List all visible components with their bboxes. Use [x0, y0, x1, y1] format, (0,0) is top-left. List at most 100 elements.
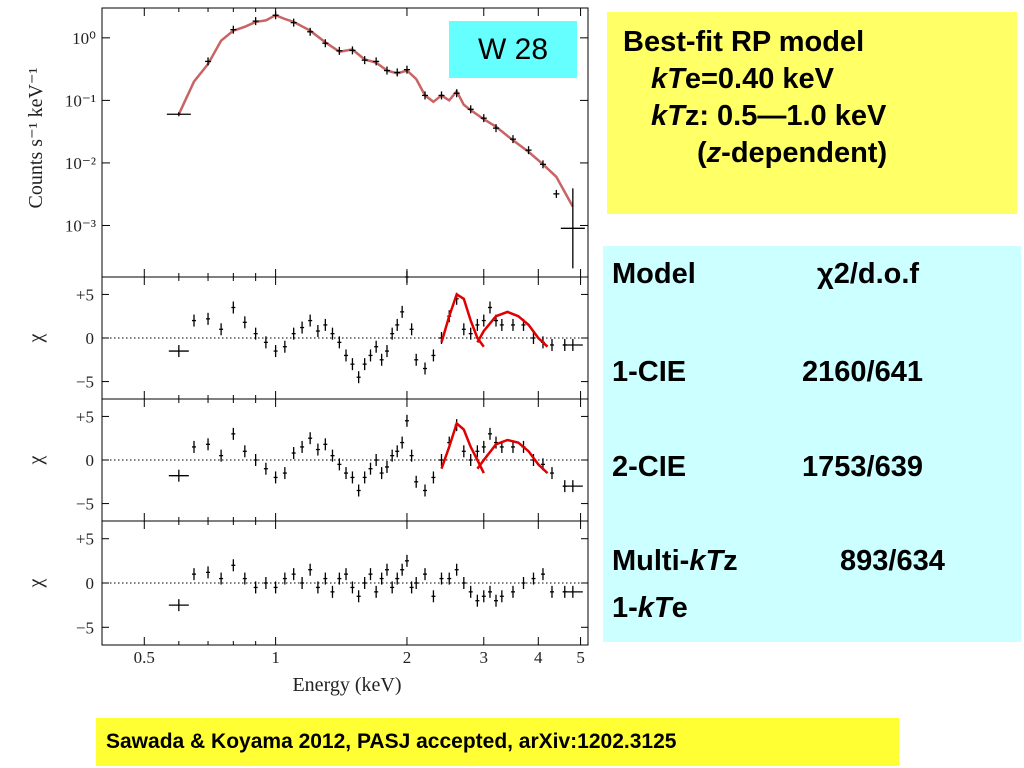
- residual-point: [404, 554, 409, 567]
- residual-point: [315, 443, 320, 456]
- residual-point: [549, 338, 554, 351]
- table-row-1kte: 1-kTe: [612, 592, 688, 625]
- residual-point: [409, 581, 414, 594]
- data-point: [322, 39, 329, 48]
- residual-point: [531, 332, 536, 344]
- target-label-text: W 28: [477, 32, 549, 66]
- residual-point: [291, 568, 296, 581]
- table-row-1cie-value: 2160/641: [802, 356, 923, 388]
- residual-point: [191, 314, 196, 327]
- table-row-2cie-value: 1753/639: [802, 451, 923, 483]
- multi-prefix: Multi-: [612, 545, 690, 577]
- residual-point: [414, 475, 419, 488]
- table-header-model: Model: [612, 258, 696, 290]
- gaussian-fit-line: [476, 310, 549, 348]
- residual-point: [379, 467, 384, 480]
- kte-k: kT: [651, 63, 685, 95]
- residual-point: [549, 585, 554, 598]
- residual-point: [330, 585, 335, 598]
- residual-point: [356, 484, 361, 497]
- residual-point: [447, 572, 452, 585]
- residual-point: [344, 568, 349, 581]
- x-tick-label: 1: [271, 648, 280, 667]
- gaussian-fit-line: [440, 292, 485, 348]
- residual-point: [499, 318, 504, 331]
- residual-point: [362, 471, 367, 484]
- data-point: [525, 146, 532, 155]
- residual-point: [263, 462, 268, 475]
- residual-point: [404, 414, 409, 427]
- residual-point: [404, 271, 409, 283]
- residual-point: [242, 445, 247, 458]
- data-point: [493, 124, 500, 133]
- residual-point: [350, 471, 355, 484]
- data-point: [453, 89, 460, 98]
- residual-point: [330, 327, 335, 340]
- residual-point: [323, 318, 328, 331]
- residual-point: [282, 572, 287, 585]
- y-tick-label: −5: [76, 618, 94, 637]
- target-label: W 28: [449, 21, 577, 78]
- residual-point: [409, 323, 414, 336]
- residual-point: [395, 318, 400, 331]
- residual-point: [562, 338, 583, 351]
- residual-point: [390, 327, 395, 340]
- z-dependent-line: (z-dependent): [623, 135, 1017, 172]
- residual-point: [300, 577, 305, 589]
- citation-text: Sawada & Koyama 2012, PASJ accepted, arX…: [106, 730, 677, 753]
- residual-point: [300, 321, 305, 334]
- residual-point: [253, 327, 258, 340]
- residual-point: [315, 325, 320, 338]
- residual-point: [291, 327, 296, 340]
- residual-point: [206, 566, 211, 579]
- residual-point: [400, 305, 405, 318]
- residual-point: [499, 590, 504, 603]
- residual-ylabel: χ: [25, 578, 47, 588]
- ktz-k: kT: [651, 100, 685, 132]
- residual-point: [400, 563, 405, 576]
- data-point: [252, 17, 259, 26]
- x-tick-label: 2: [403, 648, 412, 667]
- zero-reference-lines: [102, 337, 588, 584]
- residual-point: [540, 568, 545, 581]
- residual-point: [390, 449, 395, 462]
- table-row-2cie-model: 2-CIE: [612, 451, 687, 483]
- residual-point: [368, 349, 373, 362]
- residual-point: [475, 318, 480, 331]
- data-point: [509, 135, 516, 144]
- axis-ticks: [102, 8, 588, 645]
- residual-point: [481, 590, 486, 603]
- residual-point: [219, 572, 224, 585]
- data-point: [422, 91, 429, 100]
- kte-value: e=0.40 keV: [684, 63, 835, 95]
- residual-point: [384, 345, 389, 358]
- residual-point: [549, 467, 554, 480]
- residual-point: [350, 358, 355, 371]
- residual-point: [308, 563, 313, 576]
- residual-point: [315, 581, 320, 594]
- residual-point: [231, 427, 236, 440]
- data-point: [403, 65, 410, 74]
- data-point: [336, 46, 343, 55]
- onekte-e: e: [671, 592, 688, 624]
- data-point: [553, 189, 560, 198]
- residual-point: [344, 467, 349, 480]
- residual-point: [414, 577, 419, 589]
- residual-point: [263, 577, 268, 589]
- table-header-chi: χ2/d.o.f: [817, 258, 920, 290]
- residual-point: [431, 590, 436, 603]
- residual-point: [562, 585, 583, 598]
- data-point: [349, 46, 356, 55]
- residual-point: [337, 336, 342, 349]
- residual-point: [390, 581, 395, 594]
- residual-point: [384, 460, 389, 473]
- residual-point: [431, 349, 436, 362]
- x-tick-label: 3: [480, 648, 489, 667]
- residual-point: [253, 454, 258, 466]
- data-point: [539, 160, 546, 169]
- residual-point: [242, 572, 247, 585]
- residual-point: [300, 440, 305, 453]
- table-row-1cie-model: 1-CIE: [612, 356, 687, 388]
- data-point: [373, 57, 380, 66]
- residual-point: [282, 467, 287, 480]
